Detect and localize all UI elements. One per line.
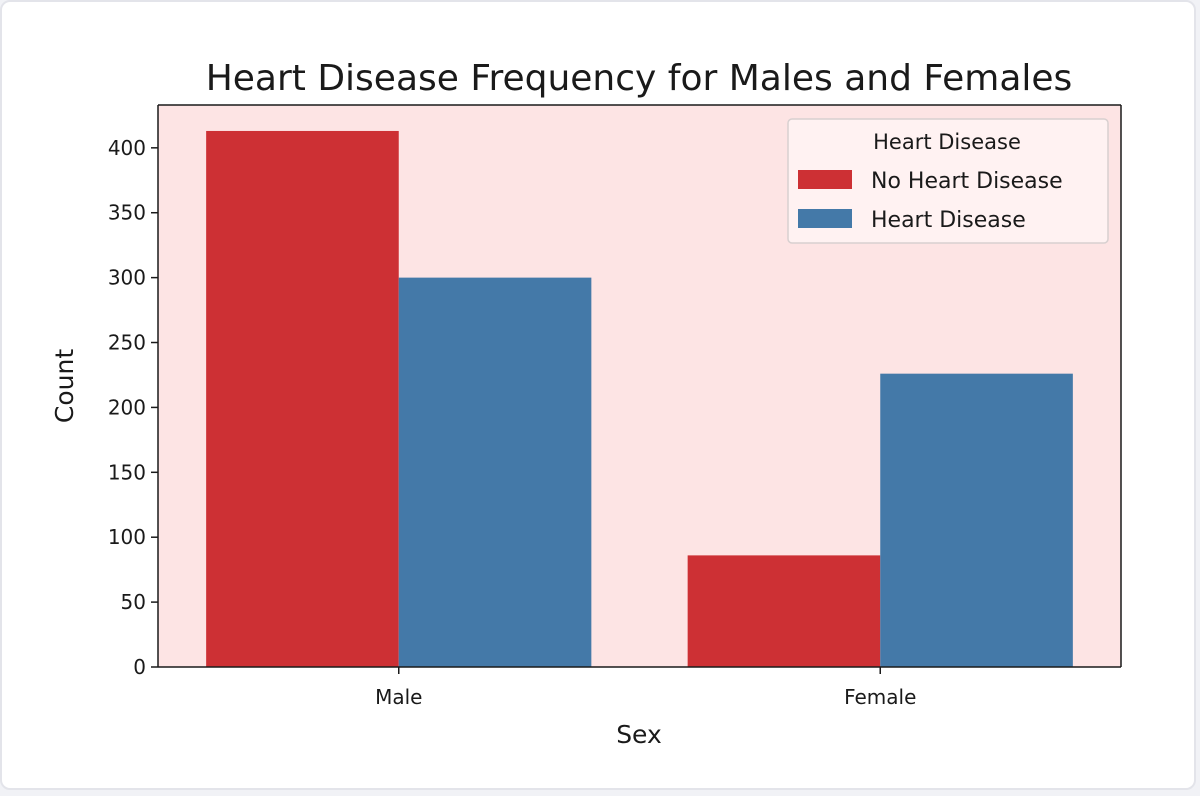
legend-box [787,118,1109,244]
y-tick-label: 400 [108,136,146,160]
bar-no-heart-disease-male [206,130,399,667]
legend-swatch-heart-disease [798,209,852,228]
y-tick-label: 150 [108,460,146,484]
y-axis-ticks: 0 50 100 150 200 250 300 350 400 [108,136,158,679]
legend-items: No Heart Disease Heart Disease [798,169,1063,233]
bar-no-heart-disease-female [687,555,881,667]
y-tick-label: 100 [108,525,146,549]
x-axis-ticks: Male Female [375,667,916,709]
legend-label-no-heart-disease: No Heart Disease [871,169,1063,194]
legend: Heart Disease No Heart Disease Heart Dise… [787,118,1109,244]
legend-swatch-no-heart-disease [798,170,852,189]
x-tick-label-male: Male [375,685,422,709]
bar-heart-disease-male [398,277,592,667]
y-tick-label: 300 [108,266,146,290]
bars-group [206,130,1073,667]
chart-title: Heart Disease Frequency for Males and Fe… [206,58,1073,99]
x-tick-label-female: Female [844,685,916,709]
y-tick-label: 50 [121,590,146,614]
legend-label-heart-disease: Heart Disease [871,208,1026,233]
y-tick-label: 350 [108,201,146,225]
bar-heart-disease-female [880,373,1073,667]
y-axis-label: Count [50,349,79,423]
x-axis-label: Sex [616,720,662,749]
y-tick-label: 0 [133,655,146,679]
y-tick-label: 200 [108,395,146,419]
y-tick-label: 250 [108,331,146,355]
legend-title: Heart Disease [873,130,1021,154]
